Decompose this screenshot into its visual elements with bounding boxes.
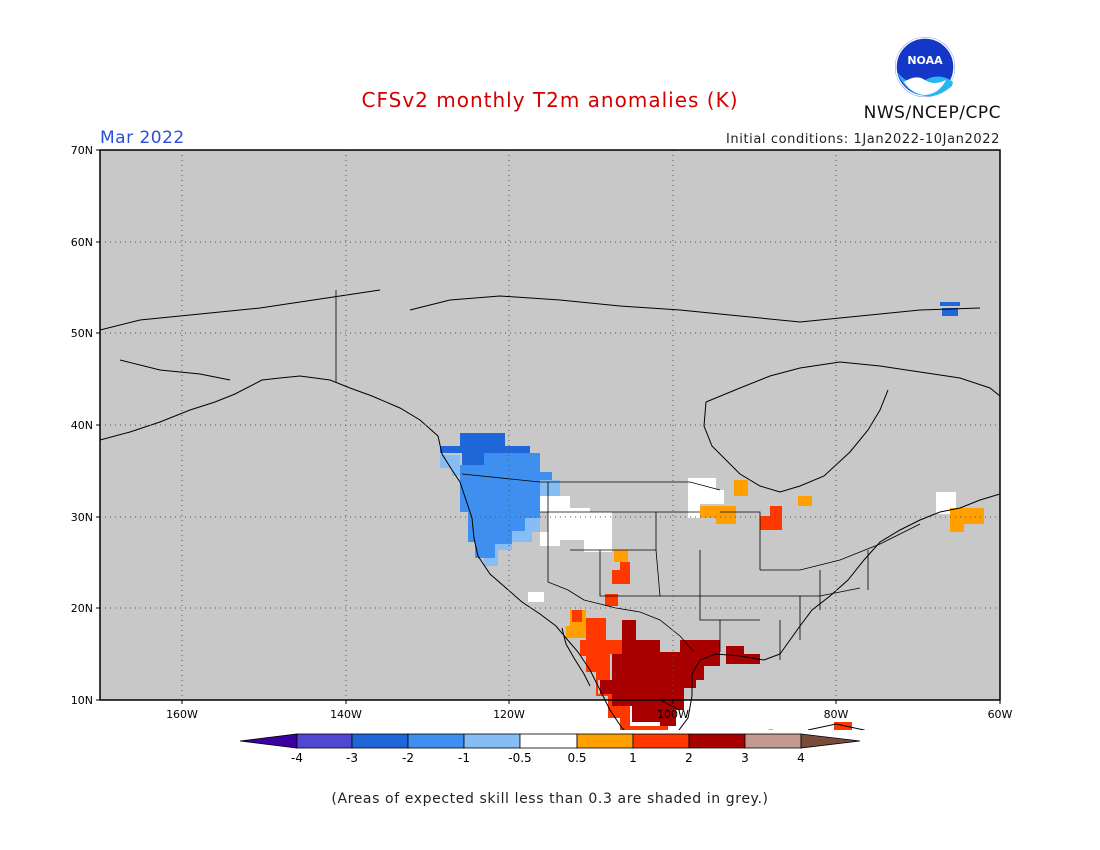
- legend-swatch: [744, 733, 802, 749]
- legend-swatch: [239, 733, 298, 749]
- skill-note: (Areas of expected skill less than 0.3 a…: [331, 791, 769, 807]
- legend-swatch: [576, 733, 634, 749]
- lat-label: 20N: [71, 602, 93, 615]
- legend-swatch: [351, 733, 409, 749]
- lat-label: 10N: [71, 694, 93, 707]
- anomaly-map: 70N 60N 50N 40N 30N 20N 10N 160W 140W 12…: [71, 144, 1013, 730]
- forecast-month: Mar 2022: [100, 128, 185, 148]
- legend-swatch: [632, 733, 690, 749]
- lat-label: 60N: [71, 236, 93, 249]
- color-bar: -4 -3 -2 -1 -0.5 0.5 1 2 3 4: [239, 733, 861, 765]
- legend-label: 0.5: [567, 751, 586, 765]
- legend-label: -1: [458, 751, 470, 765]
- lon-label: 160W: [166, 708, 198, 721]
- lat-label: 30N: [71, 511, 93, 524]
- logo-text: NOAA: [907, 54, 943, 67]
- legend-label: -0.5: [508, 751, 531, 765]
- legend-swatch: [800, 733, 861, 749]
- legend-label: -4: [291, 751, 303, 765]
- graticule: [100, 150, 1000, 700]
- legend-label: 1: [629, 751, 637, 765]
- coastlines: [99, 289, 1001, 730]
- legend-label: 4: [797, 751, 805, 765]
- legend-swatch: [296, 733, 353, 749]
- legend-label: 3: [741, 751, 749, 765]
- lat-label: 70N: [71, 144, 93, 157]
- political-borders: [335, 290, 921, 711]
- noaa-logo: NOAA: [895, 37, 955, 97]
- lon-label: 140W: [330, 708, 362, 721]
- lon-label: 60W: [988, 708, 1013, 721]
- lat-label: 40N: [71, 419, 93, 432]
- legend-label: -3: [346, 751, 358, 765]
- legend-swatch: [519, 733, 578, 749]
- lon-label: 100W: [657, 708, 689, 721]
- legend-swatch: [463, 733, 521, 749]
- legend-swatch: [407, 733, 465, 749]
- lat-label: 50N: [71, 327, 93, 340]
- initial-conditions: Initial conditions: 1Jan2022-10Jan2022: [725, 132, 1000, 147]
- legend-label: -2: [402, 751, 414, 765]
- legend-label: 2: [685, 751, 693, 765]
- lon-label: 120W: [493, 708, 525, 721]
- agency-label: NWS/NCEP/CPC: [863, 103, 1001, 123]
- legend-swatch: [688, 733, 746, 749]
- lon-label: 80W: [824, 708, 849, 721]
- map-title: CFSv2 monthly T2m anomalies (K): [361, 88, 739, 112]
